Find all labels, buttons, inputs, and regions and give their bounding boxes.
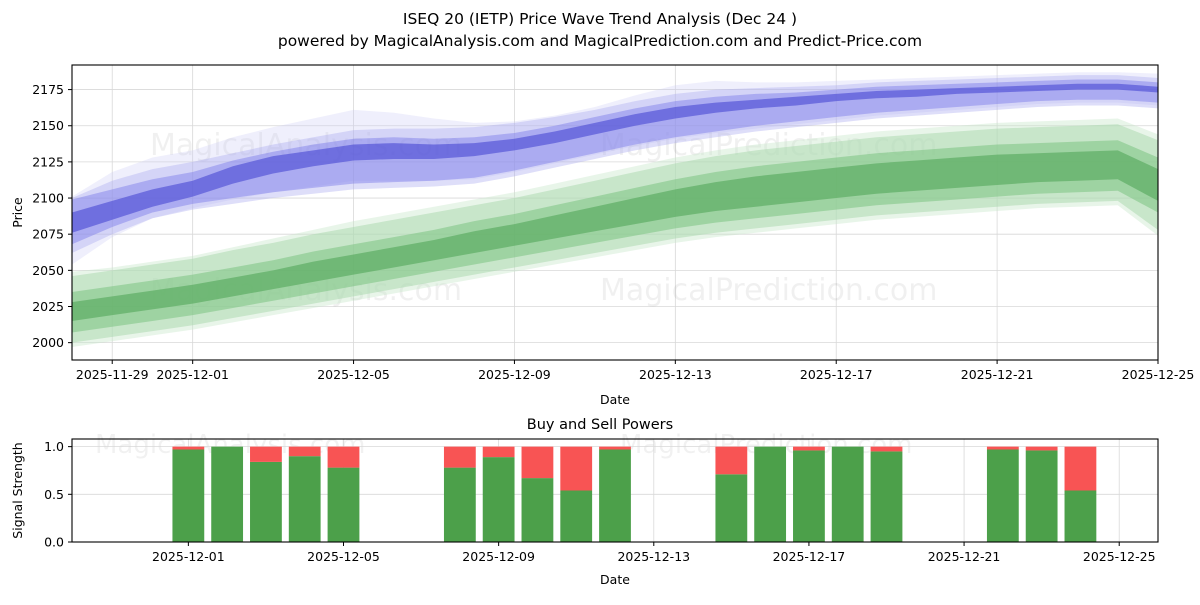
buy-bar[interactable]: [172, 449, 205, 542]
y-tick-label: 2100: [32, 191, 64, 206]
x-tick-label: 2025-12-01: [152, 549, 225, 564]
sell-bar[interactable]: [793, 446, 825, 451]
y-tick-label: 0.0: [44, 535, 64, 550]
buy-bar[interactable]: [599, 449, 631, 542]
y-axis-title: Price: [10, 197, 25, 228]
section-title: Buy and Sell Powers: [527, 417, 673, 433]
y-tick-label: 2000: [32, 335, 64, 350]
sell-bar[interactable]: [1064, 446, 1097, 491]
price-wave-trend-chart: MagicalAnalysis.com MagicalPrediction.com…: [0, 50, 1200, 460]
sell-bar[interactable]: [288, 446, 321, 457]
bands-group: [72, 72, 1158, 347]
buy-bar[interactable]: [250, 461, 282, 542]
buy-bar[interactable]: [831, 446, 864, 542]
buy-bar[interactable]: [754, 446, 787, 542]
x-tick-label: 2025-12-09: [478, 367, 551, 382]
x-tick-label: 2025-12-17: [773, 549, 846, 564]
y-tick-label: 2150: [32, 118, 64, 133]
band-green-band-dark: [72, 150, 1158, 321]
x-tick-label: 2025-12-13: [639, 367, 712, 382]
buy-bar[interactable]: [560, 490, 593, 543]
x-axis-title: Date: [600, 572, 630, 587]
y-tick-label: 2125: [32, 154, 64, 169]
buy-bar[interactable]: [443, 467, 476, 542]
y-tick-label: 2050: [32, 263, 64, 278]
buy-bar[interactable]: [211, 446, 244, 542]
x-tick-label: 2025-12-21: [961, 367, 1034, 382]
plot-frame: [71, 64, 1159, 361]
bars-group: [172, 446, 1097, 543]
x-tick-label: 2025-12-05: [317, 367, 390, 382]
y-tick-label: 1.0: [44, 439, 64, 454]
buy-bar[interactable]: [793, 450, 825, 542]
buy-bar[interactable]: [1025, 450, 1058, 542]
x-tick-label: 2025-12-21: [928, 549, 1001, 564]
sell-bar[interactable]: [250, 446, 282, 462]
page-subtitle: powered by MagicalAnalysis.com and Magic…: [277, 32, 923, 50]
sell-bar[interactable]: [599, 446, 631, 450]
buy-bar[interactable]: [715, 474, 748, 542]
sell-bar[interactable]: [1025, 446, 1058, 451]
y-tick-label: 2025: [32, 299, 64, 314]
buy-bar[interactable]: [870, 451, 903, 542]
plot-frame: [71, 438, 1159, 543]
x-tick-label: 2025-11-29: [76, 367, 149, 382]
band-blue-band-faint: [72, 72, 1158, 265]
x-tick-label: 2025-12-05: [307, 549, 380, 564]
sell-bar[interactable]: [327, 446, 360, 468]
sell-bar[interactable]: [482, 446, 515, 458]
sell-bar[interactable]: [443, 446, 476, 468]
x-tick-label: 2025-12-13: [617, 549, 690, 564]
sell-bar[interactable]: [560, 446, 593, 491]
sell-bar[interactable]: [870, 446, 903, 452]
buy-bar[interactable]: [482, 457, 515, 542]
x-tick-label: 2025-12-17: [800, 367, 873, 382]
x-axis-title: Date: [600, 392, 630, 407]
y-tick-label: 0.5: [44, 487, 64, 502]
sell-bar[interactable]: [986, 446, 1019, 450]
page-title: ISEQ 20 (IETP) Price Wave Trend Analysis…: [402, 10, 798, 28]
x-tick-label: 2025-12-09: [462, 549, 535, 564]
buy-bar[interactable]: [1064, 490, 1097, 543]
y-tick-label: 2075: [32, 227, 64, 242]
x-tick-label: 2025-12-01: [156, 367, 229, 382]
buy-bar[interactable]: [521, 478, 554, 542]
sell-bar[interactable]: [172, 446, 205, 450]
buy-bar[interactable]: [327, 467, 360, 542]
buy-bar[interactable]: [288, 456, 321, 542]
watermark-text: MagicalPrediction.com: [600, 273, 938, 308]
sell-bar[interactable]: [715, 446, 748, 475]
sell-bar[interactable]: [521, 446, 554, 479]
band-blue-band-dark: [72, 83, 1158, 233]
x-tick-label: 2025-12-25: [1122, 367, 1195, 382]
y-axis-title: Signal Strength: [10, 442, 25, 538]
y-tick-label: 2175: [32, 82, 64, 97]
buy-bar[interactable]: [986, 449, 1019, 542]
x-tick-label: 2025-12-25: [1083, 549, 1156, 564]
